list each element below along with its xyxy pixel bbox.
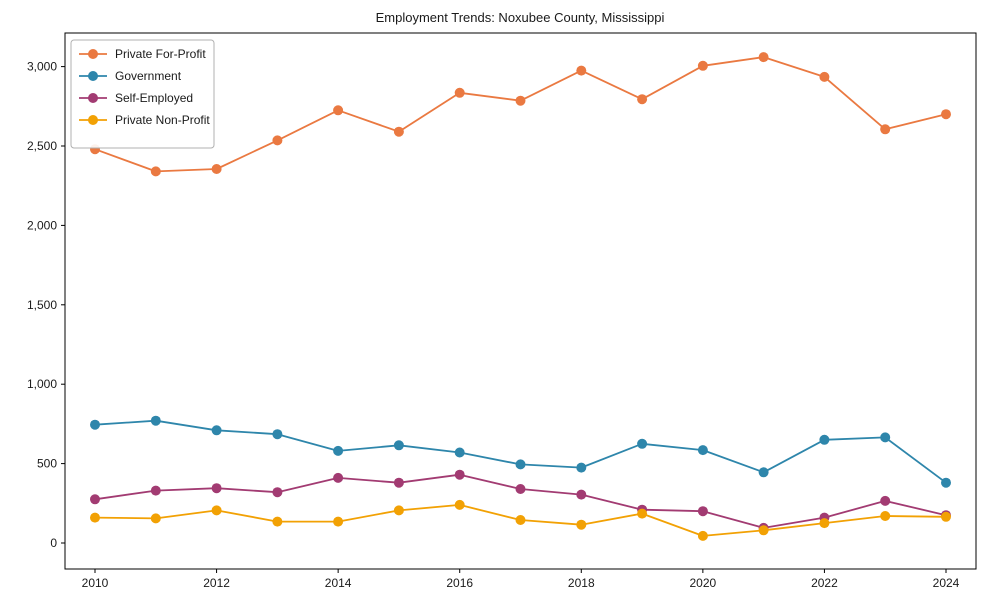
data-point — [150, 415, 161, 426]
data-point — [576, 462, 587, 473]
y-tick-label: 500 — [37, 457, 57, 471]
plot-frame — [64, 32, 977, 570]
data-point — [272, 135, 283, 146]
data-point — [333, 472, 344, 483]
line-private-for-profit — [94, 56, 947, 173]
data-point — [454, 447, 465, 458]
data-point — [697, 530, 708, 541]
data-point — [758, 467, 769, 478]
legend-box — [70, 39, 215, 149]
data-point — [211, 483, 222, 494]
data-point — [150, 166, 161, 177]
data-point — [941, 477, 951, 488]
data-point — [576, 489, 587, 500]
data-point — [272, 429, 283, 440]
legend-label: Self-Employed — [115, 91, 193, 105]
x-tick-label: 2014 — [325, 576, 352, 590]
data-point — [454, 499, 465, 510]
data-point — [880, 511, 891, 521]
data-point — [150, 513, 161, 524]
y-tick-label: 2,500 — [27, 139, 57, 153]
data-point — [393, 505, 404, 516]
data-point — [333, 445, 344, 456]
data-point — [515, 515, 526, 525]
legend-label: Private For-Profit — [115, 47, 206, 61]
x-tick-label: 2020 — [690, 576, 717, 590]
data-point — [90, 419, 100, 430]
legend-marker — [88, 49, 98, 59]
data-point — [333, 105, 344, 116]
data-point — [637, 508, 648, 519]
data-point — [637, 438, 648, 449]
legend: Private For-Profit Government Self-Employe… — [70, 39, 215, 149]
data-point — [515, 459, 526, 470]
data-point — [697, 506, 708, 517]
x-tick-label: 2016 — [446, 576, 473, 590]
data-point — [880, 124, 891, 135]
data-point — [941, 511, 951, 522]
x-tick-label: 2012 — [203, 576, 230, 590]
x-tick-label: 2022 — [811, 576, 838, 590]
legend-marker — [88, 93, 98, 103]
axes-layer: 0 500 1,000 1,500 2,000 2,500 3,000 2010 2012 201… — [27, 32, 977, 590]
y-tick-label: 1,000 — [27, 377, 57, 391]
y-tick-label: 0 — [50, 536, 57, 550]
data-point — [819, 71, 830, 82]
y-tick-label: 2,000 — [27, 218, 57, 232]
data-point — [576, 65, 587, 76]
data-point — [454, 87, 465, 98]
data-point — [758, 525, 769, 536]
legend-label: Private Non-Profit — [115, 113, 210, 127]
line-government — [94, 419, 947, 484]
data-point — [90, 494, 100, 505]
x-tick-label: 2024 — [933, 576, 960, 590]
legend-marker — [88, 115, 98, 125]
data-point — [515, 484, 526, 494]
series-layer — [90, 52, 951, 541]
data-point — [637, 94, 648, 105]
data-point — [515, 95, 526, 106]
legend-marker — [88, 71, 98, 81]
chart-title: Employment Trends: Noxubee County, Missi… — [376, 10, 665, 25]
data-point — [393, 126, 404, 137]
data-point — [393, 440, 404, 451]
x-tick-label: 2010 — [82, 576, 109, 590]
data-point — [333, 516, 344, 527]
data-point — [880, 495, 891, 506]
data-point — [697, 60, 708, 71]
data-point — [211, 505, 222, 516]
data-point — [697, 445, 708, 456]
data-point — [454, 469, 465, 480]
data-point — [90, 512, 100, 523]
data-point — [272, 487, 283, 498]
data-point — [272, 516, 283, 527]
data-point — [393, 477, 404, 488]
data-point — [819, 518, 830, 529]
y-tick-label: 1,500 — [27, 298, 57, 312]
data-point — [880, 432, 891, 443]
y-tick-label: 3,000 — [27, 60, 57, 74]
data-point — [819, 434, 830, 445]
data-point — [941, 109, 951, 120]
data-point — [211, 164, 222, 174]
data-point — [150, 485, 161, 496]
data-point — [758, 52, 769, 63]
x-tick-label: 2018 — [568, 576, 595, 590]
data-point — [576, 519, 587, 530]
legend-label: Government — [115, 69, 182, 83]
data-point — [211, 425, 222, 436]
